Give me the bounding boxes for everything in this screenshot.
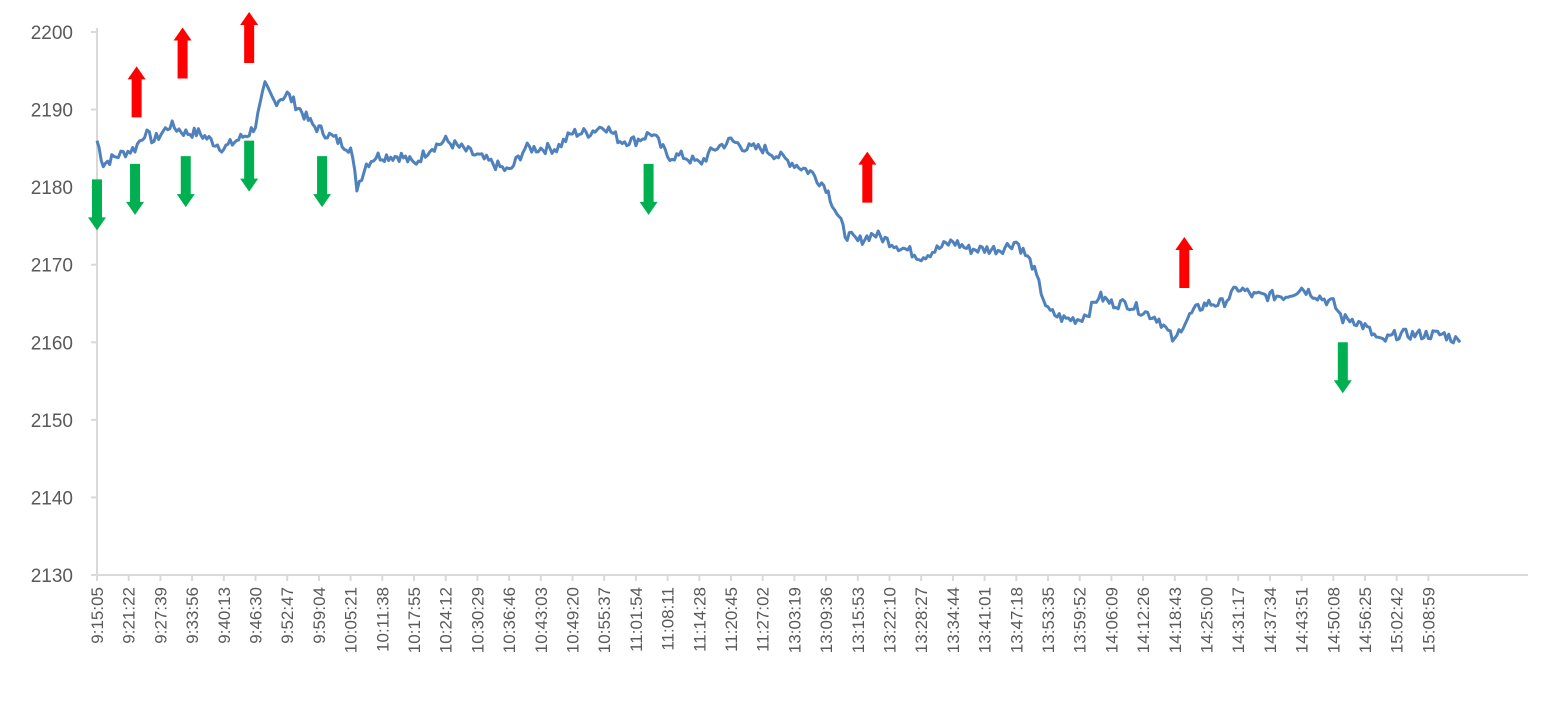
x-tick-label: 14:37:34	[1261, 587, 1280, 653]
x-tick-label: 9:15:05	[88, 587, 107, 644]
x-tick-label: 10:11:38	[373, 587, 392, 652]
x-tick-label: 11:20:45	[722, 587, 741, 652]
down-arrow-icon	[313, 156, 332, 208]
x-tick-label: 13:22:10	[881, 587, 900, 653]
x-tick-label: 10:43:03	[532, 587, 551, 653]
x-tick-label: 15:08:59	[1419, 587, 1438, 653]
y-tick-label: 2130	[31, 566, 73, 587]
x-tick-label: 10:05:21	[342, 587, 361, 653]
y-tick-label: 2160	[31, 333, 73, 354]
x-tick-label: 14:43:51	[1293, 587, 1312, 653]
x-tick-label: 10:24:12	[437, 587, 456, 653]
x-tick-label: 14:06:09	[1102, 587, 1121, 653]
x-tick-label: 10:49:20	[564, 587, 583, 653]
x-tick-label: 9:59:04	[310, 587, 329, 644]
x-tick-label: 14:56:25	[1356, 587, 1375, 653]
x-tick-label: 14:12:26	[1134, 587, 1153, 653]
up-arrow-icon	[173, 27, 192, 79]
up-arrow-icon	[1175, 236, 1194, 288]
y-tick-label: 2140	[31, 488, 73, 509]
x-tick-label: 10:30:29	[468, 587, 487, 653]
x-tick-label: 13:09:36	[817, 587, 836, 653]
x-tick-label: 14:50:08	[1324, 587, 1343, 653]
y-tick-label: 2170	[31, 256, 73, 277]
x-tick-label: 13:03:19	[785, 587, 804, 653]
x-tick-label: 9:33:56	[183, 587, 202, 644]
x-tick-label: 13:34:44	[944, 587, 963, 653]
x-tick-label: 15:02:42	[1388, 587, 1407, 653]
x-axis: 9:15:05 9:21:22 9:27:39 9:33:56 9:40:13 9:46:…	[88, 574, 1528, 653]
signal-markers	[88, 12, 1352, 394]
x-tick-label: 11:01:54	[627, 587, 646, 652]
down-arrow-icon	[639, 163, 658, 215]
x-tick-label: 9:40:13	[215, 587, 234, 644]
x-tick-label: 13:28:27	[912, 587, 931, 653]
y-tick-label: 2190	[31, 101, 73, 122]
x-tick-label: 9:21:22	[120, 587, 139, 644]
down-arrow-icon	[126, 163, 145, 215]
x-tick-label: 14:31:17	[1229, 587, 1248, 653]
x-tick-label: 13:53:35	[1039, 587, 1058, 653]
up-arrow-icon	[858, 151, 877, 203]
up-arrow-icon	[240, 12, 259, 64]
y-tick-label: 2150	[31, 411, 73, 432]
up-arrow-icon	[127, 66, 146, 118]
y-tick-label: 2180	[31, 178, 73, 199]
x-tick-label: 11:27:02	[754, 587, 773, 652]
x-tick-label: 14:25:00	[1198, 587, 1217, 653]
x-tick-label: 13:15:53	[849, 587, 868, 653]
x-tick-label: 11:14:28	[690, 587, 709, 652]
series-layer	[95, 80, 1462, 345]
x-tick-label: 9:27:39	[151, 587, 170, 644]
x-tick-label: 10:55:37	[595, 587, 614, 653]
x-tick-label: 13:47:18	[1007, 587, 1026, 653]
down-arrow-icon	[88, 179, 106, 231]
x-tick-label: 9:46:30	[247, 587, 266, 644]
x-tick-label: 9:52:47	[278, 587, 297, 644]
y-axis: 2130 2140 2150 2160 2170 2180 2190 2200	[31, 23, 98, 587]
x-tick-label: 13:41:01	[976, 587, 995, 653]
x-tick-label: 10:36:46	[500, 587, 519, 653]
x-tick-label: 10:17:55	[405, 587, 424, 653]
series-line	[95, 80, 1462, 345]
x-tick-label: 11:08:11	[659, 587, 678, 651]
x-tick-label: 13:59:52	[1071, 587, 1090, 653]
y-tick-label: 2200	[31, 23, 73, 44]
down-arrow-icon	[240, 140, 259, 192]
down-arrow-icon	[176, 156, 195, 208]
x-tick-label: 14:18:43	[1166, 587, 1185, 653]
down-arrow-icon	[1333, 342, 1352, 394]
